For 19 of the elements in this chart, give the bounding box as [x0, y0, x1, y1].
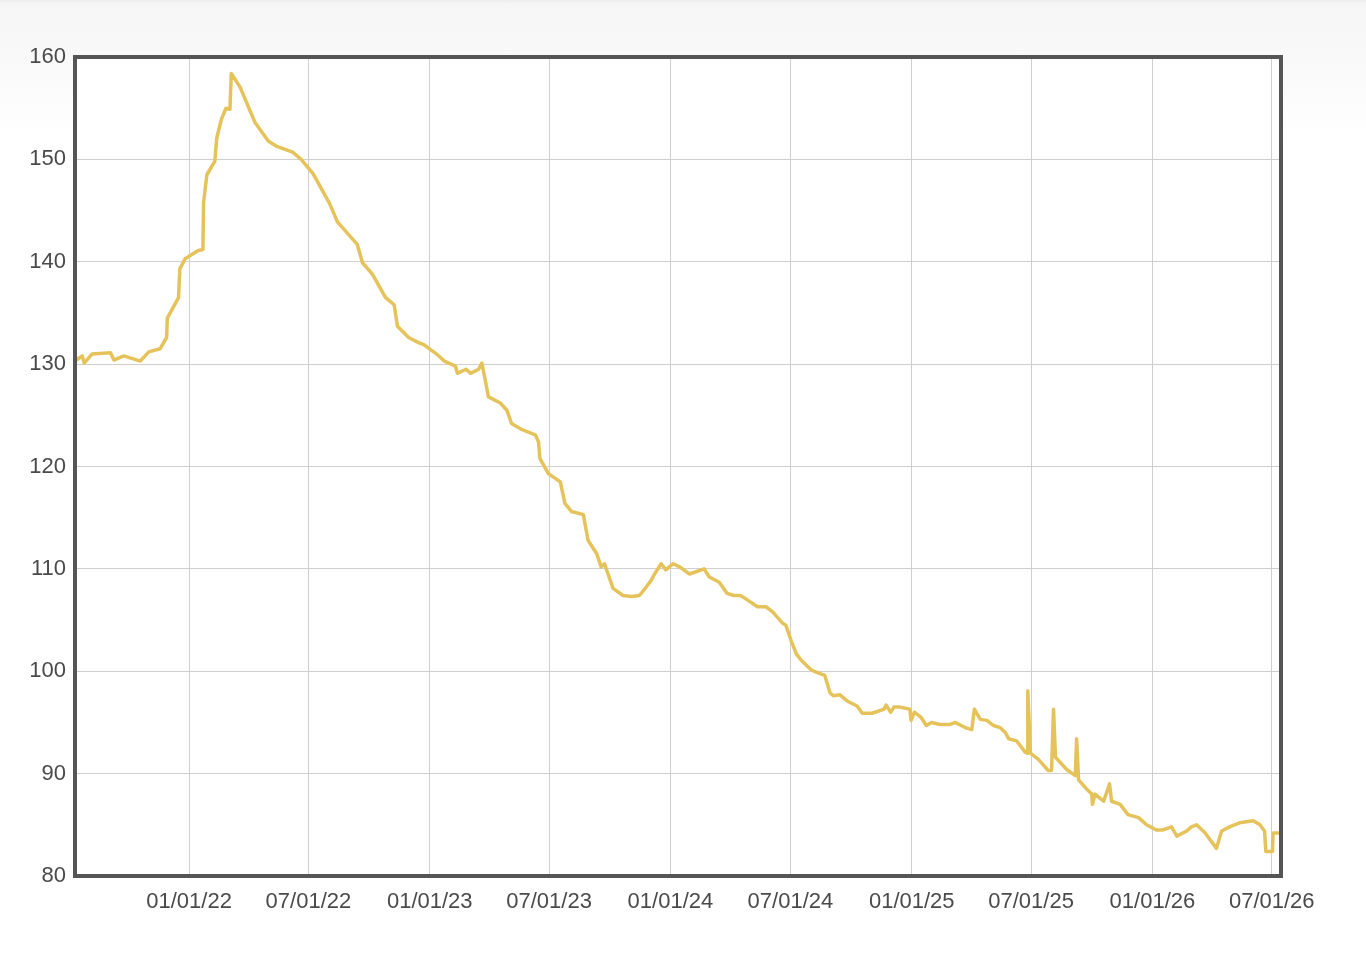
y-tick-label: 160 [29, 43, 66, 69]
y-tick-label: 150 [29, 145, 66, 171]
x-tick-label: 01/01/22 [146, 888, 232, 914]
x-tick-label: 07/01/24 [747, 888, 834, 914]
x-tick-label: 07/01/22 [265, 888, 352, 914]
x-tick-label: 01/01/24 [627, 888, 714, 914]
y-tick-label: 100 [29, 657, 66, 683]
y-tick-label: 130 [29, 350, 66, 376]
x-tick-label: 07/01/25 [988, 888, 1074, 914]
x-tick-label: 01/01/26 [1109, 888, 1196, 914]
y-tick-label: 110 [30, 554, 66, 580]
x-tick-label: 01/01/23 [386, 888, 473, 914]
y-tick-label: 90 [41, 759, 66, 785]
y-tick-label: 120 [29, 452, 66, 478]
x-tick-label: 07/01/23 [506, 888, 592, 914]
x-tick-label: 01/01/25 [868, 888, 955, 914]
y-tick-label: 80 [41, 862, 66, 888]
y-tick-label: 140 [29, 247, 66, 273]
x-tick-label: 07/01/26 [1228, 888, 1315, 914]
